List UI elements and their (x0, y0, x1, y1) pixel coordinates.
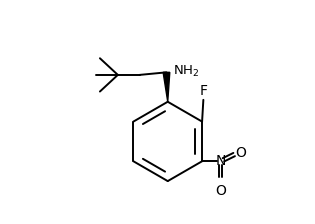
Text: O: O (235, 146, 246, 160)
Text: N: N (215, 154, 226, 168)
Text: NH$_2$: NH$_2$ (173, 64, 199, 79)
Text: O: O (215, 184, 226, 198)
Polygon shape (163, 72, 170, 102)
Text: F: F (199, 84, 207, 98)
